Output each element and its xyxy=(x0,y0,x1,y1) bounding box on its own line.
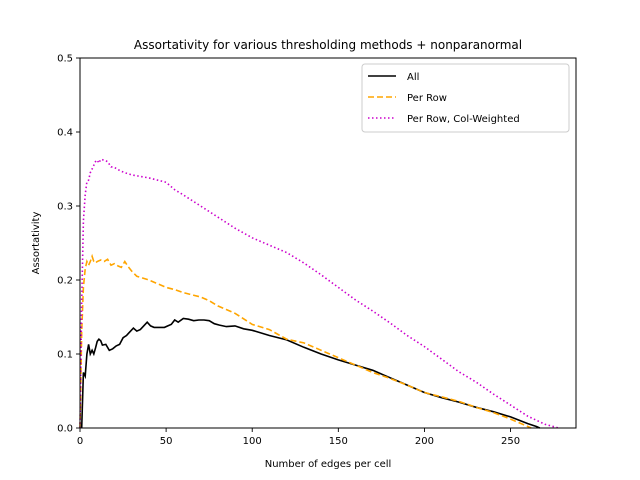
legend: All Per Row Per Row, Col-Weighted xyxy=(361,63,570,133)
x-tick-label: 100 xyxy=(243,436,262,447)
legend-frame xyxy=(361,63,570,133)
x-tick-label: 0 xyxy=(77,436,83,447)
series-line-3 xyxy=(79,158,560,429)
legend-label-1: All xyxy=(407,72,419,83)
y-axis-label: Assortativity xyxy=(31,212,42,275)
x-tick-label: 200 xyxy=(415,436,434,447)
y-tick-label: 0.1 xyxy=(57,350,73,361)
x-axis-ticks: 0 50 100 150 200 250 xyxy=(77,428,520,447)
x-tick-label: 50 xyxy=(160,436,173,447)
y-tick-label: 0.2 xyxy=(57,276,73,287)
y-tick-label: 0.4 xyxy=(57,128,73,139)
legend-label-2: Per Row xyxy=(407,93,447,104)
y-tick-label: 0.5 xyxy=(57,54,73,65)
legend-label-3: Per Row, Col-Weighted xyxy=(407,114,520,125)
y-tick-label: 0.3 xyxy=(57,202,73,213)
series-line-1 xyxy=(80,317,541,429)
x-tick-label: 250 xyxy=(501,436,520,447)
chart-title: Assortativity for various thresholding m… xyxy=(134,38,522,52)
series-line-2 xyxy=(79,253,532,429)
x-axis-label: Number of edges per cell xyxy=(265,459,392,470)
y-tick-label: 0.0 xyxy=(57,424,73,435)
x-tick-label: 150 xyxy=(329,436,348,447)
y-axis-ticks: 0.0 0.1 0.2 0.3 0.4 0.5 xyxy=(57,54,80,435)
plot-series xyxy=(79,158,560,429)
plot-frame xyxy=(79,57,577,429)
